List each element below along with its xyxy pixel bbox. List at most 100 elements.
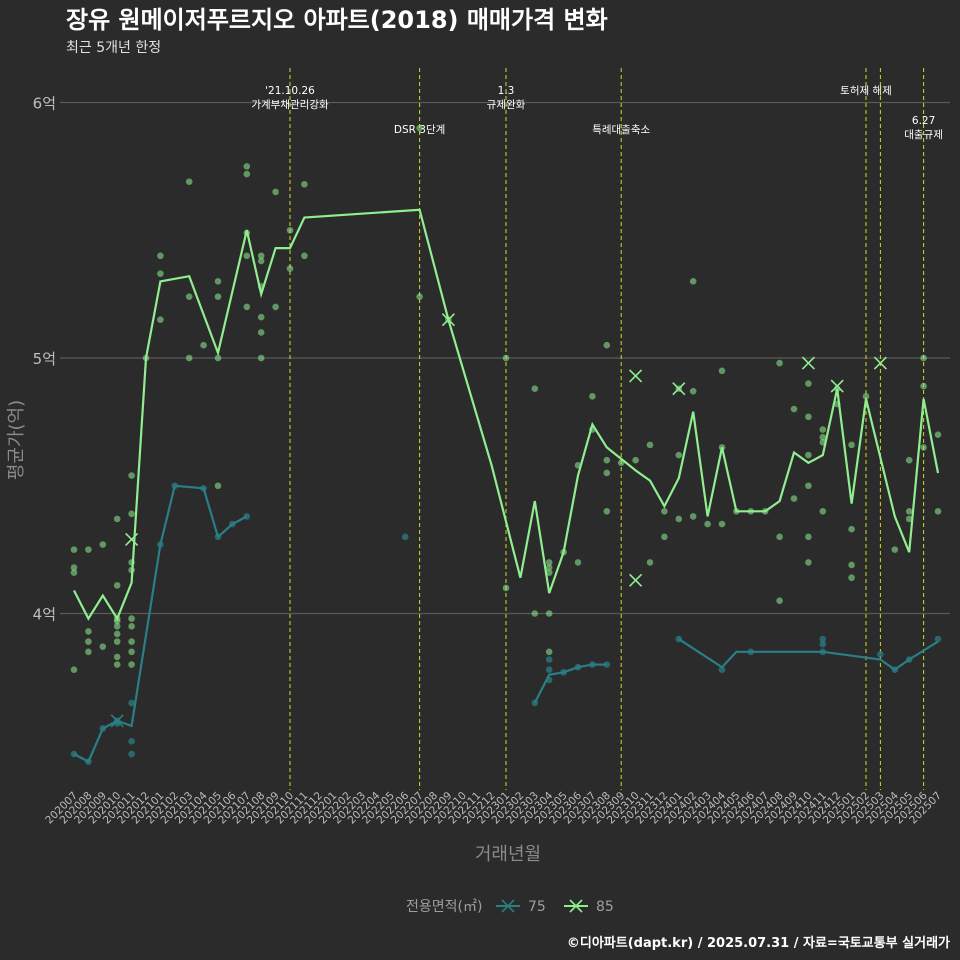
point-85 [560,548,567,556]
x-marker-85-stroke [672,382,686,396]
legend: 전용면적(㎡) 75 85 [406,899,614,915]
point-85 [733,508,740,515]
point-85 [128,566,135,574]
point-85 [257,354,265,362]
x-marker-85-stroke [801,356,815,370]
point-85 [502,354,510,362]
point-85 [805,451,812,459]
point-85 [113,638,121,645]
point-75 [545,676,553,684]
point-85 [157,252,164,260]
point-85 [833,400,841,408]
point-85 [661,533,668,541]
point-85 [257,252,265,260]
legend-label: 85 [596,899,614,915]
x-marker-85 [801,356,815,370]
point-85 [70,666,78,674]
point-85 [574,462,582,469]
point-85 [747,508,755,515]
x-marker-85-stroke [873,356,887,370]
point-85 [603,341,611,349]
x-marker-85 [125,532,139,546]
point-75 [819,648,827,656]
event-label: 6.27 [912,115,935,127]
x-marker-85-stroke [441,313,455,327]
point-75 [747,648,755,656]
point-85 [905,515,913,523]
event-label: 특례대출축소 [592,124,650,136]
event-label: '21.10.26 [265,85,315,97]
point-85 [113,622,121,630]
point-85 [704,520,711,528]
point-85 [603,469,611,477]
y-tick-label: 5억 [33,350,56,368]
point-85 [920,444,927,451]
point-75 [214,533,222,541]
point-85 [142,354,150,362]
point-85 [891,546,899,553]
point-75 [531,699,539,707]
x-marker-85-stroke [629,369,643,383]
point-85 [819,508,827,515]
point-85 [301,252,308,260]
point-85 [805,380,812,387]
point-85 [257,329,265,336]
point-85 [545,559,553,566]
point-85 [214,293,222,300]
point-85 [819,433,827,441]
point-85 [128,661,135,668]
point-85 [85,546,92,553]
point-85 [128,622,135,630]
event-label: 1.3 [498,85,515,97]
point-75 [99,725,107,732]
point-75 [560,668,567,676]
point-85 [185,178,193,186]
point-85 [689,278,697,285]
point-85 [416,293,423,300]
point-85 [545,610,553,617]
point-85 [85,628,92,635]
point-85 [632,456,639,464]
y-tick-label: 4억 [33,606,56,624]
point-75 [718,666,726,674]
point-85 [200,341,207,349]
legend-item-75: 75 [496,899,546,915]
point-75 [128,699,135,707]
point-85 [257,257,265,265]
x-marker-85 [629,573,643,587]
chart-caption: ©디아파트(dapt.kr) / 2025.07.31 / 자료=국토교통부 실… [567,935,950,951]
point-85 [689,387,697,395]
point-75 [934,635,942,643]
point-85 [805,559,812,566]
point-85 [920,382,927,390]
point-85 [689,513,697,520]
point-75 [574,663,582,671]
point-85 [718,367,726,375]
point-85 [805,413,812,421]
point-85 [848,441,855,449]
point-85 [675,451,683,459]
x-marker-85 [629,369,643,383]
point-85 [574,559,582,566]
point-85 [214,482,222,490]
point-85 [905,508,913,515]
point-85 [862,393,870,400]
point-85 [934,508,942,515]
point-85 [416,124,423,132]
x-marker-85 [873,356,887,370]
point-85 [85,648,92,656]
x-marker-75 [110,714,124,728]
x-marker-75-stroke [110,714,124,728]
legend-marker-stroke [501,899,515,913]
point-75 [545,666,553,674]
point-75 [171,482,179,490]
point-85 [214,278,222,285]
point-85 [531,610,539,617]
point-85 [185,354,193,362]
point-85 [113,582,121,589]
point-75 [819,635,827,643]
y-axis-title: 평균가(억) [6,400,27,480]
